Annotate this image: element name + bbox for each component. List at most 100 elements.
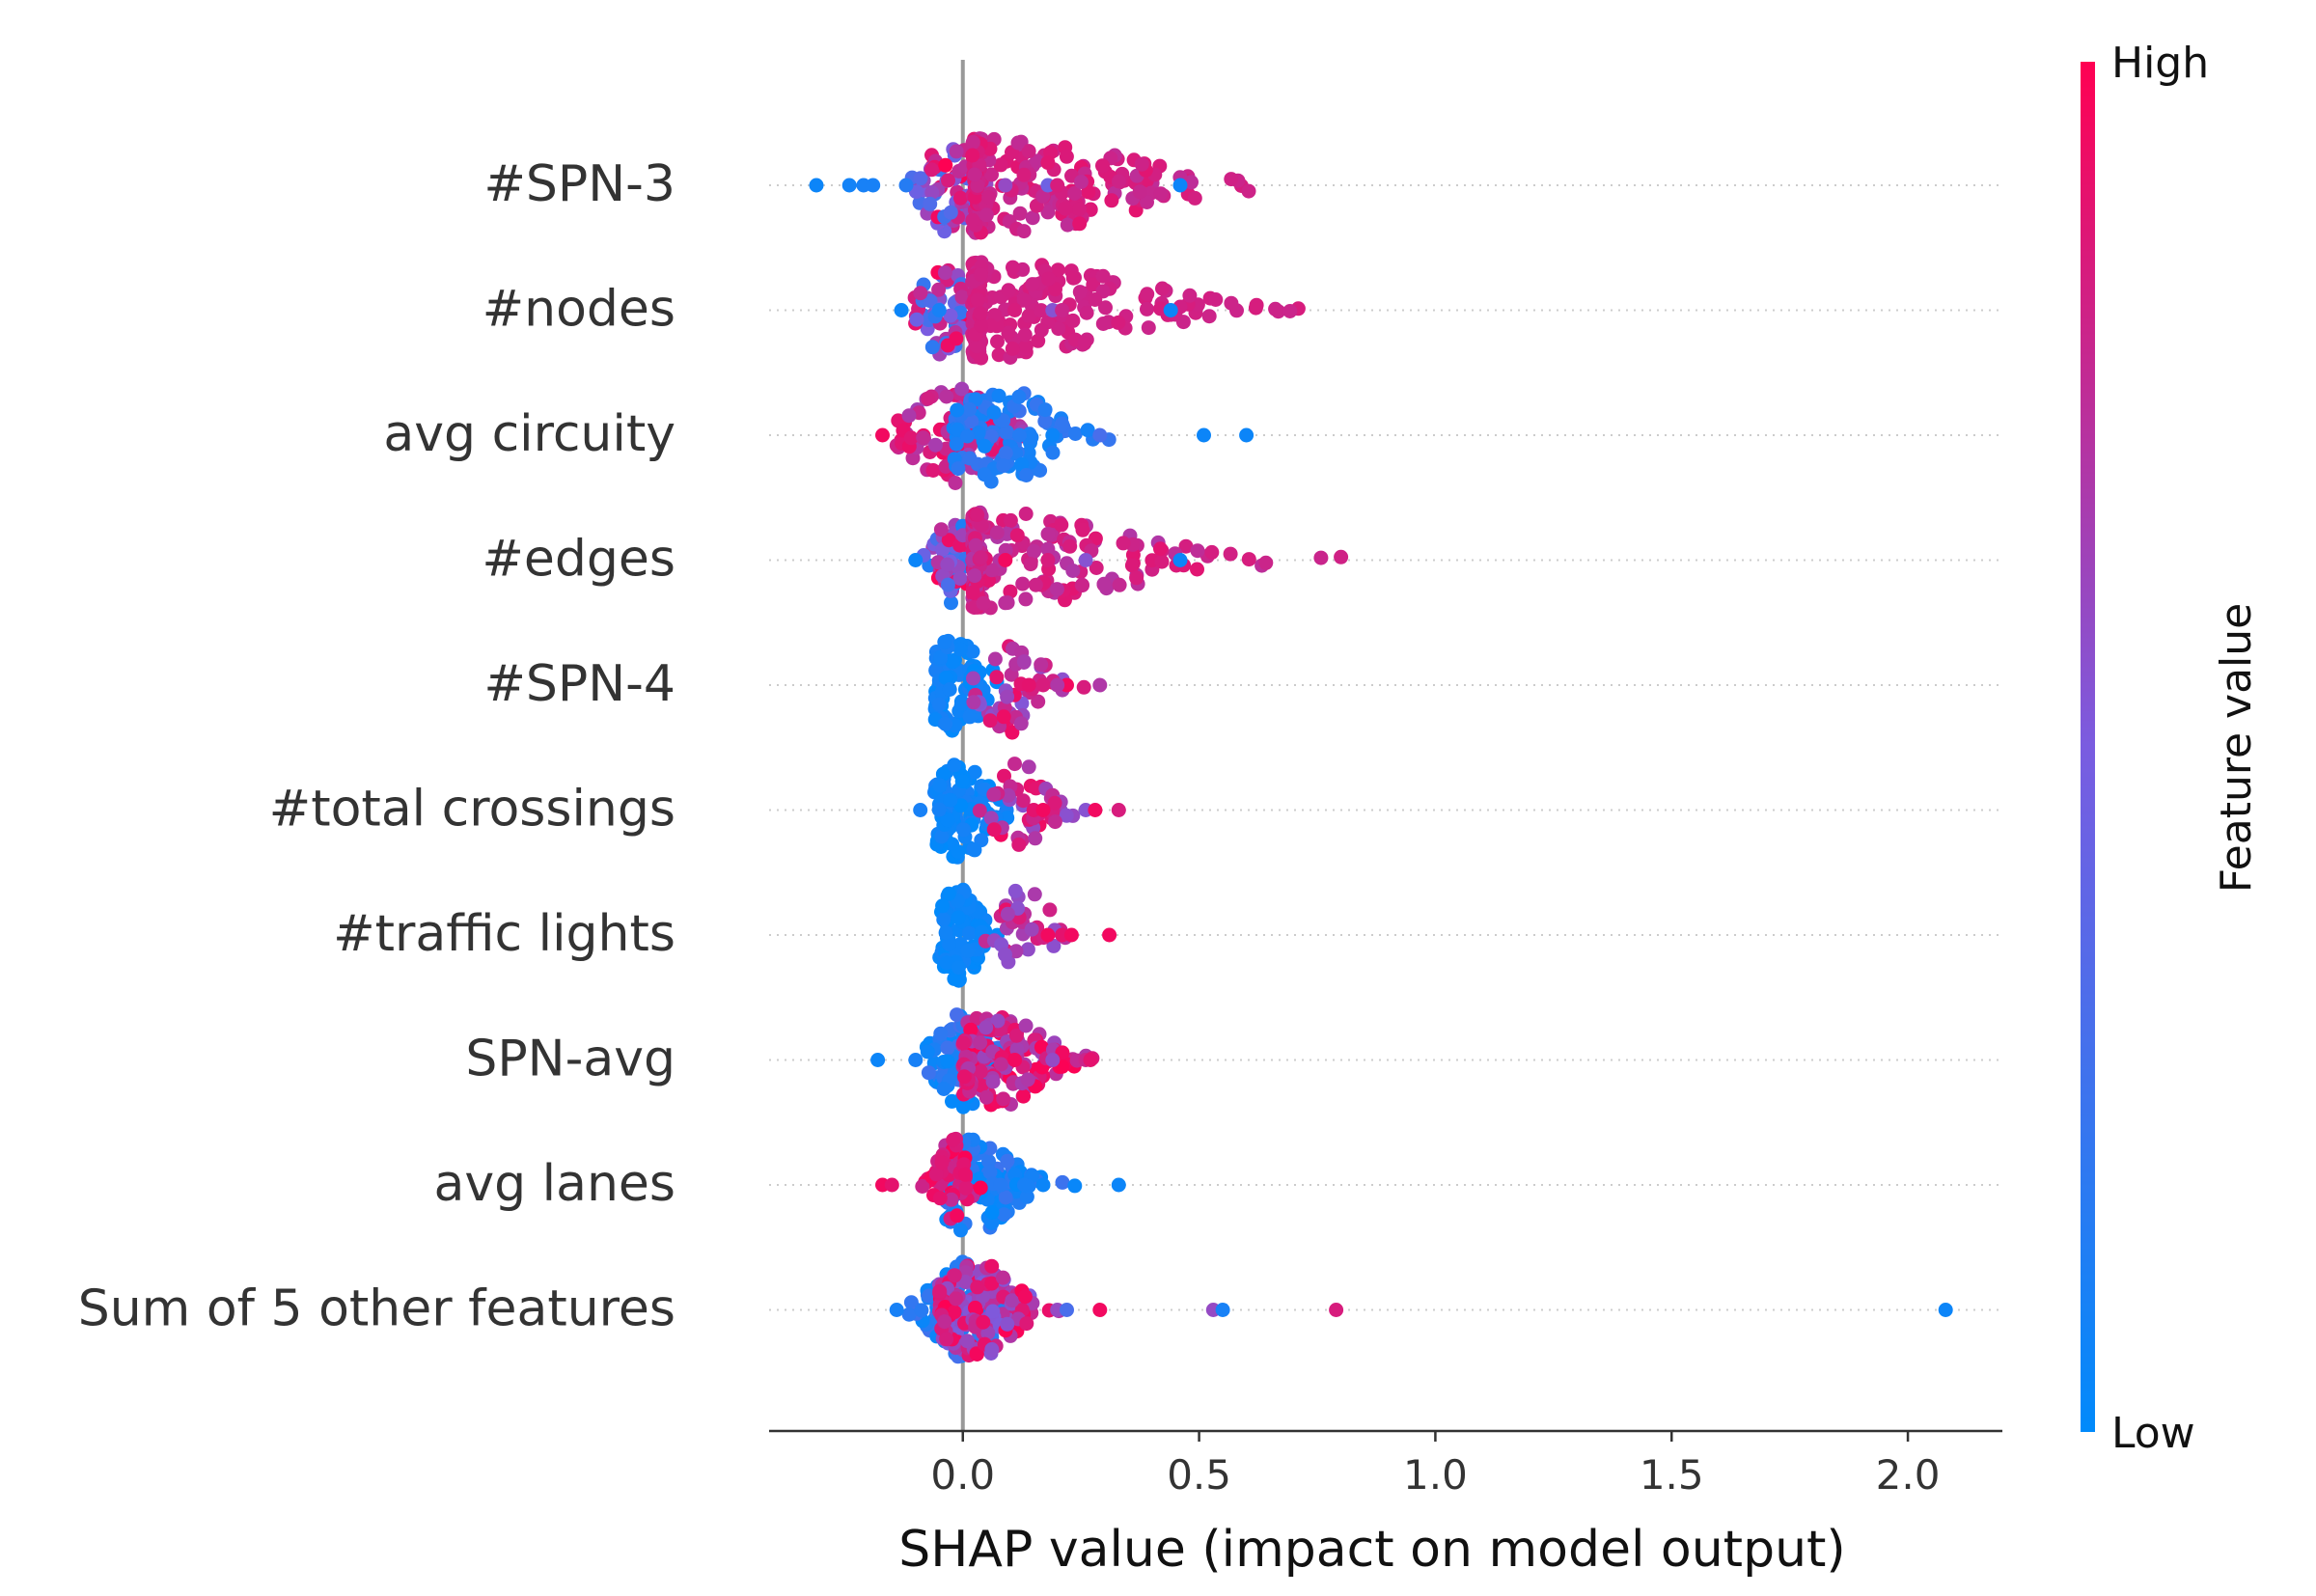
shap-dot — [1042, 902, 1058, 918]
shap-dot-outlier — [870, 1053, 886, 1067]
shap-dot — [980, 1325, 996, 1340]
shap-dot — [920, 1044, 935, 1059]
feature-label: avg circuity — [383, 405, 676, 463]
shap-dot — [991, 347, 1006, 363]
shap-dot — [938, 925, 953, 941]
feature-labels: #SPN-3 #nodes avg circuity #edges #SPN-4 #tot… — [78, 155, 676, 1338]
shap-dot — [1007, 757, 1022, 772]
shap-dot-outlier — [1035, 677, 1051, 693]
shap-dot — [967, 167, 982, 182]
shap-dot — [1201, 309, 1217, 324]
shap-dot — [1015, 793, 1031, 809]
shap-dot — [1017, 327, 1033, 343]
shap-dot — [950, 1007, 964, 1023]
shap-dot — [1334, 549, 1349, 564]
shap-dot — [945, 654, 960, 670]
shap-dot — [985, 1304, 1001, 1319]
shap-dot — [1088, 292, 1103, 307]
shap-dot — [1008, 944, 1024, 959]
shap-dot — [951, 910, 966, 925]
shap-dot — [1187, 190, 1202, 206]
shap-dot — [1204, 544, 1220, 560]
shap-dot — [1000, 689, 1015, 704]
shap-dot-outlier — [1172, 178, 1188, 193]
shap-dot — [986, 405, 1002, 420]
shap-dot — [958, 1180, 974, 1196]
shap-dot — [965, 644, 980, 659]
shap-dot — [1104, 193, 1119, 208]
shap-dot — [1080, 423, 1095, 438]
shap-dot — [1075, 578, 1089, 593]
shap-dot — [1058, 201, 1073, 216]
shap-dot — [981, 1153, 996, 1169]
shap-dot — [1134, 156, 1149, 172]
shap-dot — [973, 1180, 988, 1196]
shap-dot-outlier — [1016, 1177, 1032, 1193]
shap-dot — [1047, 814, 1062, 830]
shap-dot — [934, 829, 950, 844]
shap-dot — [931, 282, 947, 297]
shap-dot — [969, 339, 984, 354]
shap-dot — [1007, 883, 1023, 898]
shap-dot — [1016, 1088, 1032, 1104]
shap-dot — [942, 682, 957, 697]
shap-dot — [1034, 322, 1049, 338]
shap-dot — [1021, 308, 1036, 323]
shap-dot-outlier — [1111, 1177, 1126, 1193]
shap-dot — [973, 306, 988, 321]
shap-dot-outlier — [898, 178, 914, 193]
shap-dot — [1067, 1178, 1083, 1194]
shap-dot — [939, 1332, 954, 1347]
shap-dot-outlier — [1092, 427, 1108, 443]
shap-dot — [987, 651, 1003, 667]
shap-dot — [1054, 517, 1069, 533]
shap-dot — [1016, 224, 1032, 239]
shap-dot-outlier — [1007, 1053, 1023, 1067]
shap-dot — [956, 822, 972, 838]
shap-dot — [951, 461, 966, 477]
shap-dot — [1223, 546, 1238, 562]
shap-dot — [1001, 787, 1016, 803]
shap-dot — [940, 557, 955, 572]
shap-dot — [1054, 417, 1069, 432]
shap-dot — [962, 709, 978, 725]
shap-dot — [950, 402, 965, 418]
shap-dot — [984, 1342, 1000, 1357]
shap-dot — [995, 1270, 1010, 1285]
shap-dot-outlier — [1063, 927, 1079, 943]
shap-dot — [938, 716, 953, 731]
shap-dot — [973, 1035, 988, 1051]
shap-dot-outlier — [1050, 178, 1065, 193]
shap-dot — [1028, 831, 1043, 846]
shap-dot — [1313, 550, 1329, 565]
shap-dot — [1268, 301, 1283, 316]
shap-dot — [943, 792, 958, 808]
shap-dot-outlier — [1938, 1303, 1953, 1317]
shap-dot — [970, 508, 985, 522]
shap-dot-outlier — [1111, 803, 1126, 817]
shap-dot — [924, 162, 939, 178]
x-axis-ticks: 0.0 0.5 1.0 1.5 2.0 — [930, 1431, 1940, 1499]
shap-dot — [1024, 429, 1039, 445]
x-tick-label: 0.0 — [930, 1451, 995, 1499]
shap-dot-outlier — [1021, 677, 1036, 693]
shap-dot — [971, 426, 986, 440]
shap-dot — [1010, 135, 1026, 151]
shap-dot — [951, 844, 966, 860]
shap-dot — [914, 1303, 929, 1318]
shap-dot — [923, 293, 938, 309]
shap-dot — [1190, 543, 1205, 559]
shap-dot — [923, 196, 938, 211]
feature-label: SPN-avg — [465, 1031, 676, 1088]
shap-dot — [1072, 285, 1088, 300]
shap-dot — [974, 318, 989, 334]
shap-dot — [1015, 576, 1031, 592]
shap-dot — [998, 947, 1012, 962]
feature-label: Sum of 5 other features — [78, 1280, 676, 1338]
beeswarm-dots — [809, 131, 1953, 1364]
shap-dot-outlier — [1329, 1303, 1344, 1317]
shap-dot — [921, 1065, 936, 1081]
shap-dot — [954, 381, 970, 397]
shap-dot — [940, 1054, 955, 1069]
shap-dot — [1048, 282, 1062, 297]
